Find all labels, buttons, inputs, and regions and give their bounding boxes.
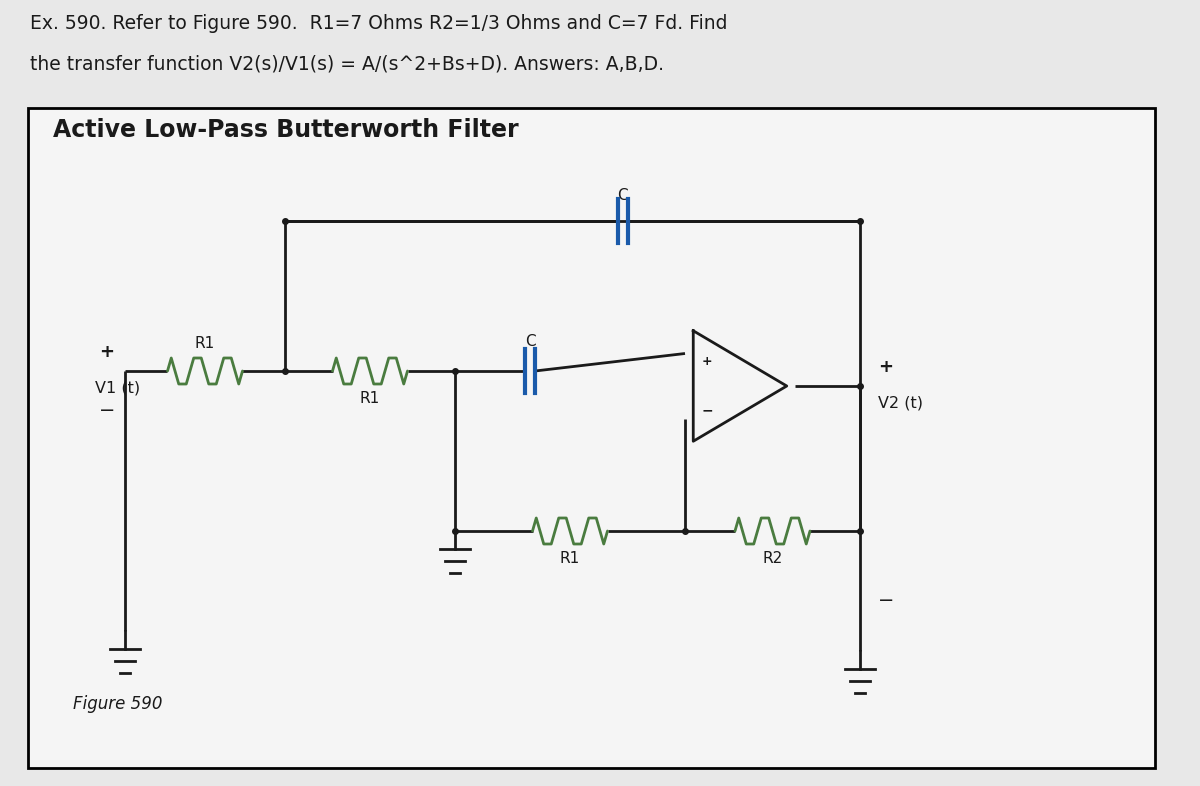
Text: R2: R2	[762, 551, 782, 566]
Text: R1: R1	[194, 336, 215, 351]
Text: +: +	[701, 354, 712, 368]
FancyBboxPatch shape	[28, 108, 1154, 768]
Text: R1: R1	[360, 391, 380, 406]
Text: C: C	[617, 188, 628, 203]
Text: −: −	[701, 404, 713, 418]
Text: C: C	[524, 334, 535, 349]
Text: Ex. 590. Refer to Figure 590.  R1=7 Ohms R2=1/3 Ohms and C=7 Fd. Find: Ex. 590. Refer to Figure 590. R1=7 Ohms …	[30, 14, 727, 33]
Text: V1 (t): V1 (t)	[95, 381, 140, 396]
Text: Active Low-Pass Butterworth Filter: Active Low-Pass Butterworth Filter	[53, 118, 518, 142]
Text: V2 (t): V2 (t)	[878, 396, 923, 411]
Text: R1: R1	[560, 551, 580, 566]
Text: Figure 590: Figure 590	[73, 695, 162, 713]
Text: +: +	[878, 358, 893, 376]
Text: +: +	[100, 343, 114, 361]
Text: −: −	[98, 401, 115, 420]
Text: the transfer function V2(s)/V1(s) = A/(s^2+Bs+D). Answers: A,B,D.: the transfer function V2(s)/V1(s) = A/(s…	[30, 54, 664, 73]
Text: −: −	[878, 591, 894, 610]
